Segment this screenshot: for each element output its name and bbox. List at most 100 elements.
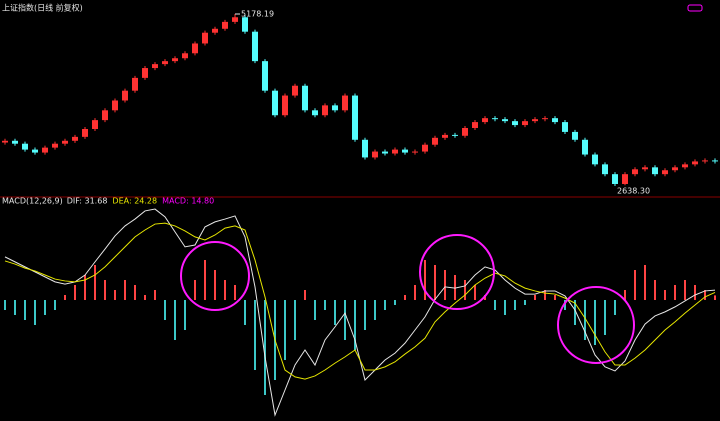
candle-body [342, 95, 348, 111]
candle-body [172, 58, 178, 62]
candle-body [302, 85, 308, 111]
macd-bar [224, 280, 226, 300]
candle-body [82, 129, 88, 137]
macd-bar [264, 300, 266, 395]
candle-body [522, 121, 528, 126]
macd-bar [624, 290, 626, 300]
macd-bar [554, 295, 556, 300]
macd-bar [534, 295, 536, 300]
candle-body [412, 151, 418, 153]
macd-bar [24, 300, 26, 320]
macd-bar [564, 300, 566, 310]
macd-bar [174, 300, 176, 340]
candle-body [392, 149, 398, 154]
macd-bar [74, 285, 76, 300]
macd-bar [144, 295, 146, 300]
candle-body [352, 95, 358, 140]
macd-bar [514, 300, 516, 310]
candle-body [652, 167, 658, 175]
candle-body [682, 164, 688, 168]
macd-bar [454, 275, 456, 300]
candle-body [482, 118, 488, 123]
macd-bar [424, 260, 426, 300]
macd-bar [674, 285, 676, 300]
macd-bar [594, 300, 596, 345]
candle-body [92, 120, 98, 130]
macd-bar [614, 300, 616, 315]
candle-body [282, 95, 288, 116]
candle-body [712, 160, 718, 162]
macd-panel [4, 208, 716, 417]
candle-body [142, 68, 148, 78]
candle-body [572, 131, 578, 140]
candle-body [662, 170, 668, 175]
macd-bar [384, 300, 386, 310]
candle-body [472, 122, 478, 128]
candle-body [272, 90, 278, 116]
macd-bar [694, 285, 696, 300]
highlight-circle [419, 234, 495, 310]
low-label: 2638.30 [617, 187, 650, 196]
macd-bar [134, 285, 136, 300]
highlight-circle [557, 286, 635, 364]
candle-body [702, 160, 708, 162]
macd-line [4, 222, 716, 380]
macd-bar [234, 285, 236, 300]
macd-bar [34, 300, 36, 325]
macd-bar [84, 275, 86, 300]
macd-bar [64, 295, 66, 300]
candle-body [22, 143, 28, 150]
macd-bar [394, 300, 396, 305]
macd-bar [374, 300, 376, 320]
macd-bar [574, 300, 576, 325]
macd-bar [4, 300, 6, 310]
macd-bar [654, 280, 656, 300]
macd-bar [344, 300, 346, 340]
macd-bar [644, 265, 646, 300]
candle-body [72, 136, 78, 141]
macd-bar [504, 300, 506, 315]
macd-bar [54, 300, 56, 310]
candle-body [672, 167, 678, 171]
macd-bar [364, 300, 366, 330]
macd-bar [304, 290, 306, 300]
macd-bar [474, 285, 476, 300]
candle-body [422, 144, 428, 152]
candle-body [462, 127, 468, 136]
menu-icon[interactable] [687, 4, 703, 12]
macd-bar [354, 300, 356, 350]
candle-body [112, 100, 118, 111]
macd-bar [494, 300, 496, 310]
candle-body [202, 32, 208, 44]
price-panel: 5178.19 2638.30 [2, 10, 718, 196]
candle-body [432, 137, 438, 145]
macd-bar [204, 260, 206, 300]
macd-bar [44, 300, 46, 315]
candle-body [582, 139, 588, 155]
macd-bar [104, 280, 106, 300]
candle-body [122, 90, 128, 101]
candle-body [332, 105, 338, 111]
macd-bar [334, 300, 336, 325]
candle-body [362, 139, 368, 158]
macd-bar [464, 280, 466, 300]
candle-body [192, 43, 198, 54]
macd-bar [194, 280, 196, 300]
chart-title: 上证指数(日线 前复权) [2, 3, 83, 13]
candle-body [312, 110, 318, 116]
candle-body [322, 105, 328, 116]
macd-bar [284, 300, 286, 360]
candle-body [292, 85, 298, 96]
candle-body [42, 147, 48, 153]
candle-body [132, 77, 138, 91]
candle-body [242, 17, 248, 32]
high-label: 5178.19 [241, 10, 274, 19]
macd-bar [124, 280, 126, 300]
candle-body [382, 151, 388, 154]
candle-body [32, 149, 38, 153]
macd-bar [164, 300, 166, 320]
macd-bar [544, 290, 546, 300]
candle-body [52, 143, 58, 148]
candle-body [2, 140, 8, 143]
